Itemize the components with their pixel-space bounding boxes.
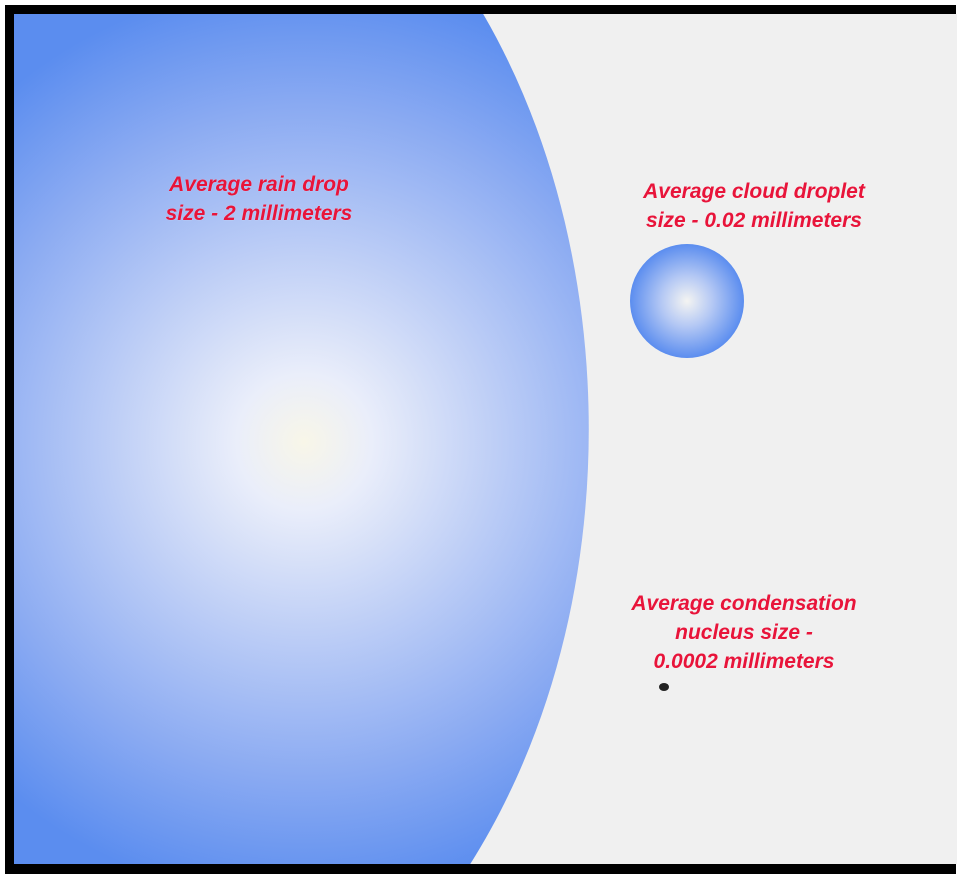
cloud-droplet-shape — [630, 244, 744, 358]
cloud-droplet-label: Average cloud droplet size - 0.02 millim… — [643, 180, 865, 232]
diagram-canvas — [14, 14, 744, 864]
condensation-nucleus-dot — [659, 683, 669, 691]
condensation-nucleus-label: Average condensation nucleus size - 0.00… — [631, 592, 857, 673]
diagram-panel: Average rain drop size - 2 millimeters A… — [14, 14, 957, 864]
rain-drop-label: Average rain drop size - 2 millimeters — [165, 173, 353, 225]
rain-drop-shape — [14, 14, 589, 864]
